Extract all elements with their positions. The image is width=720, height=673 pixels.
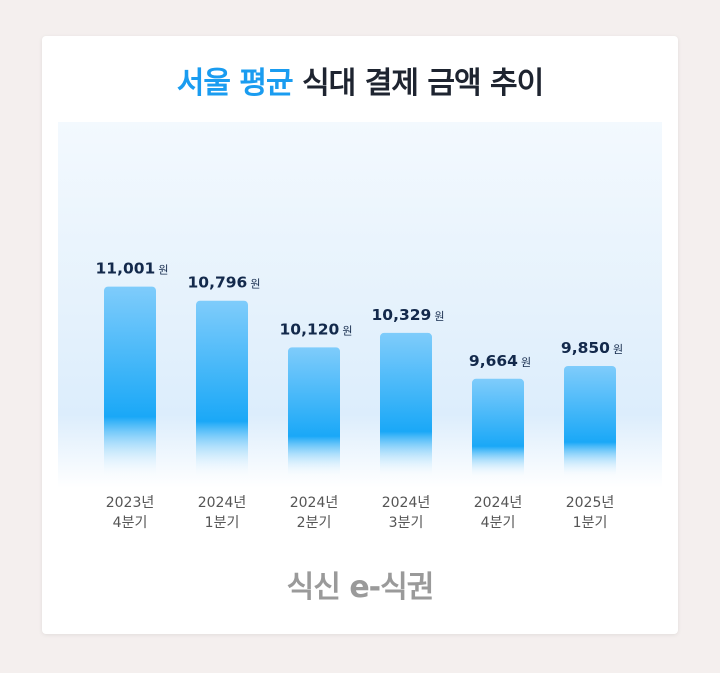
- value-label-number: 10,329: [372, 306, 432, 324]
- x-tick-label-2-1: 2분기: [297, 515, 332, 531]
- bar-0: [104, 286, 156, 478]
- x-tick-label-1-0: 2024년: [198, 495, 247, 511]
- value-label-unit: 원: [434, 310, 444, 323]
- x-tick-label-3-1: 3분기: [389, 515, 424, 531]
- x-tick-label-4-0: 2024년: [474, 495, 523, 511]
- value-label-number: 9,850: [561, 339, 610, 357]
- bar-4: [472, 378, 524, 478]
- x-tick-label-0-0: 2023년: [106, 495, 155, 511]
- brand-logo: 식신 e-식권: [0, 562, 720, 606]
- value-label-number: 10,120: [280, 320, 340, 338]
- value-label-unit: 원: [613, 343, 623, 356]
- bar-2: [288, 347, 340, 478]
- value-label-number: 11,001: [96, 260, 156, 278]
- x-tick-label-4-1: 4분기: [481, 515, 516, 531]
- x-tick-label-5-1: 1분기: [573, 515, 608, 531]
- x-tick-label-5-0: 2025년: [566, 495, 615, 511]
- x-tick-label-2-0: 2024년: [290, 495, 339, 511]
- x-tick-label-3-0: 2024년: [382, 495, 431, 511]
- x-tick-label-1-1: 1분기: [205, 515, 240, 531]
- value-label-number: 9,664: [469, 352, 518, 370]
- brand-logo-eticket: e-식권: [349, 570, 434, 605]
- bar-1: [196, 300, 248, 478]
- value-label-1: 10,796 원: [188, 274, 261, 292]
- value-label-unit: 원: [521, 356, 531, 369]
- chart-title-highlight: 서울 평균: [176, 66, 294, 101]
- bar-5: [564, 365, 616, 478]
- bar-3: [380, 332, 432, 478]
- value-label-unit: 원: [158, 264, 168, 277]
- chart-title-rest: 식대 결제 금액 추이: [302, 66, 544, 101]
- plot-area: [58, 122, 662, 488]
- value-label-2: 10,120 원: [280, 320, 353, 338]
- value-label-unit: 원: [250, 278, 260, 291]
- value-label-number: 10,796: [188, 274, 248, 292]
- chart-title: 서울 평균 식대 결제 금액 추이: [0, 66, 720, 102]
- x-tick-label-0-1: 4분기: [113, 515, 148, 531]
- brand-logo-siksin: 식신: [286, 570, 341, 605]
- value-label-5: 9,850 원: [561, 339, 623, 357]
- value-label-4: 9,664 원: [469, 352, 531, 370]
- value-label-0: 11,001 원: [96, 260, 169, 278]
- value-label-unit: 원: [342, 324, 352, 337]
- value-label-3: 10,329 원: [372, 306, 445, 324]
